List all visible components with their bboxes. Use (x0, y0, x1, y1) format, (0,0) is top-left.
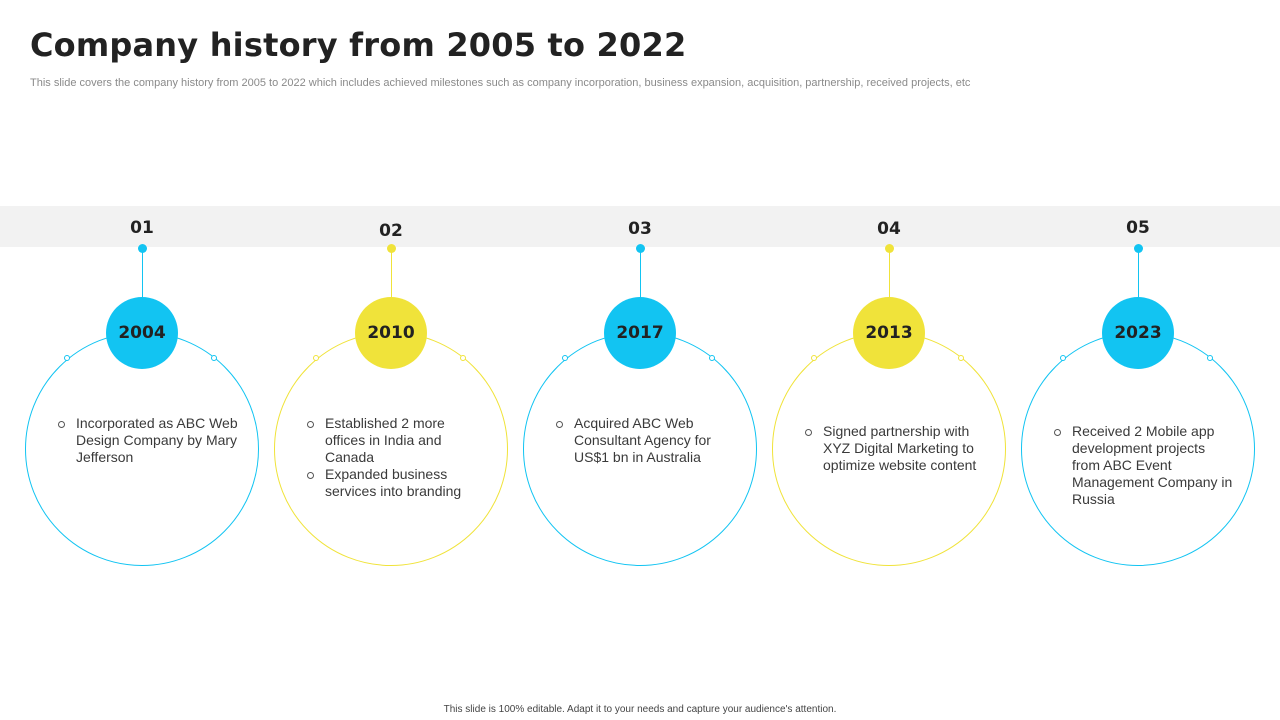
milestone-2: 02 2010 Established 2 more offices in In… (271, 0, 511, 720)
timeline-band (0, 206, 1280, 247)
list-item: Incorporated as ABC Web Design Company b… (58, 415, 238, 466)
list-item: Expanded business services into branding (307, 466, 487, 500)
ring-marker (64, 355, 70, 361)
page-title: Company history from 2005 to 2022 (30, 26, 687, 64)
connector-line (390, 248, 392, 298)
milestone-details: Established 2 more offices in India and … (307, 415, 487, 500)
year-badge: 2023 (1102, 297, 1174, 369)
milestone-details: Signed partnership with XYZ Digital Mark… (805, 423, 985, 474)
ring-marker (811, 355, 817, 361)
footer-note: This slide is 100% editable. Adapt it to… (443, 704, 837, 715)
page-subtitle: This slide covers the company history fr… (30, 77, 971, 89)
list-item: Received 2 Mobile app development projec… (1054, 423, 1234, 508)
year-badge: 2017 (604, 297, 676, 369)
milestone-number: 05 (1126, 218, 1150, 238)
milestone-5: 05 2023 Received 2 Mobile app developmen… (1018, 0, 1258, 720)
connector-line (1137, 248, 1139, 298)
milestone-1: 01 2004 Incorporated as ABC Web Design C… (22, 0, 262, 720)
year-badge: 2013 (853, 297, 925, 369)
milestone-number: 01 (130, 218, 154, 238)
milestone-number: 03 (628, 219, 652, 239)
ring-marker (211, 355, 217, 361)
connector-line (639, 248, 641, 298)
ring-marker (562, 355, 568, 361)
ring-marker (709, 355, 715, 361)
ring-marker (313, 355, 319, 361)
connector-line (141, 248, 143, 298)
ring-marker (1207, 355, 1213, 361)
list-item: Acquired ABC Web Consultant Agency for U… (556, 415, 736, 466)
ring-marker (460, 355, 466, 361)
year-badge: 2010 (355, 297, 427, 369)
milestone-number: 02 (379, 221, 403, 241)
ring-marker (958, 355, 964, 361)
year-badge: 2004 (106, 297, 178, 369)
milestone-3: 03 2017 Acquired ABC Web Consultant Agen… (520, 0, 760, 720)
milestone-details: Incorporated as ABC Web Design Company b… (58, 415, 238, 466)
list-item: Established 2 more offices in India and … (307, 415, 487, 466)
ring-marker (1060, 355, 1066, 361)
milestone-details: Received 2 Mobile app development projec… (1054, 423, 1234, 508)
milestone-number: 04 (877, 219, 901, 239)
connector-line (888, 248, 890, 298)
milestone-details: Acquired ABC Web Consultant Agency for U… (556, 415, 736, 466)
milestone-4: 04 2013 Signed partnership with XYZ Digi… (769, 0, 1009, 720)
list-item: Signed partnership with XYZ Digital Mark… (805, 423, 985, 474)
